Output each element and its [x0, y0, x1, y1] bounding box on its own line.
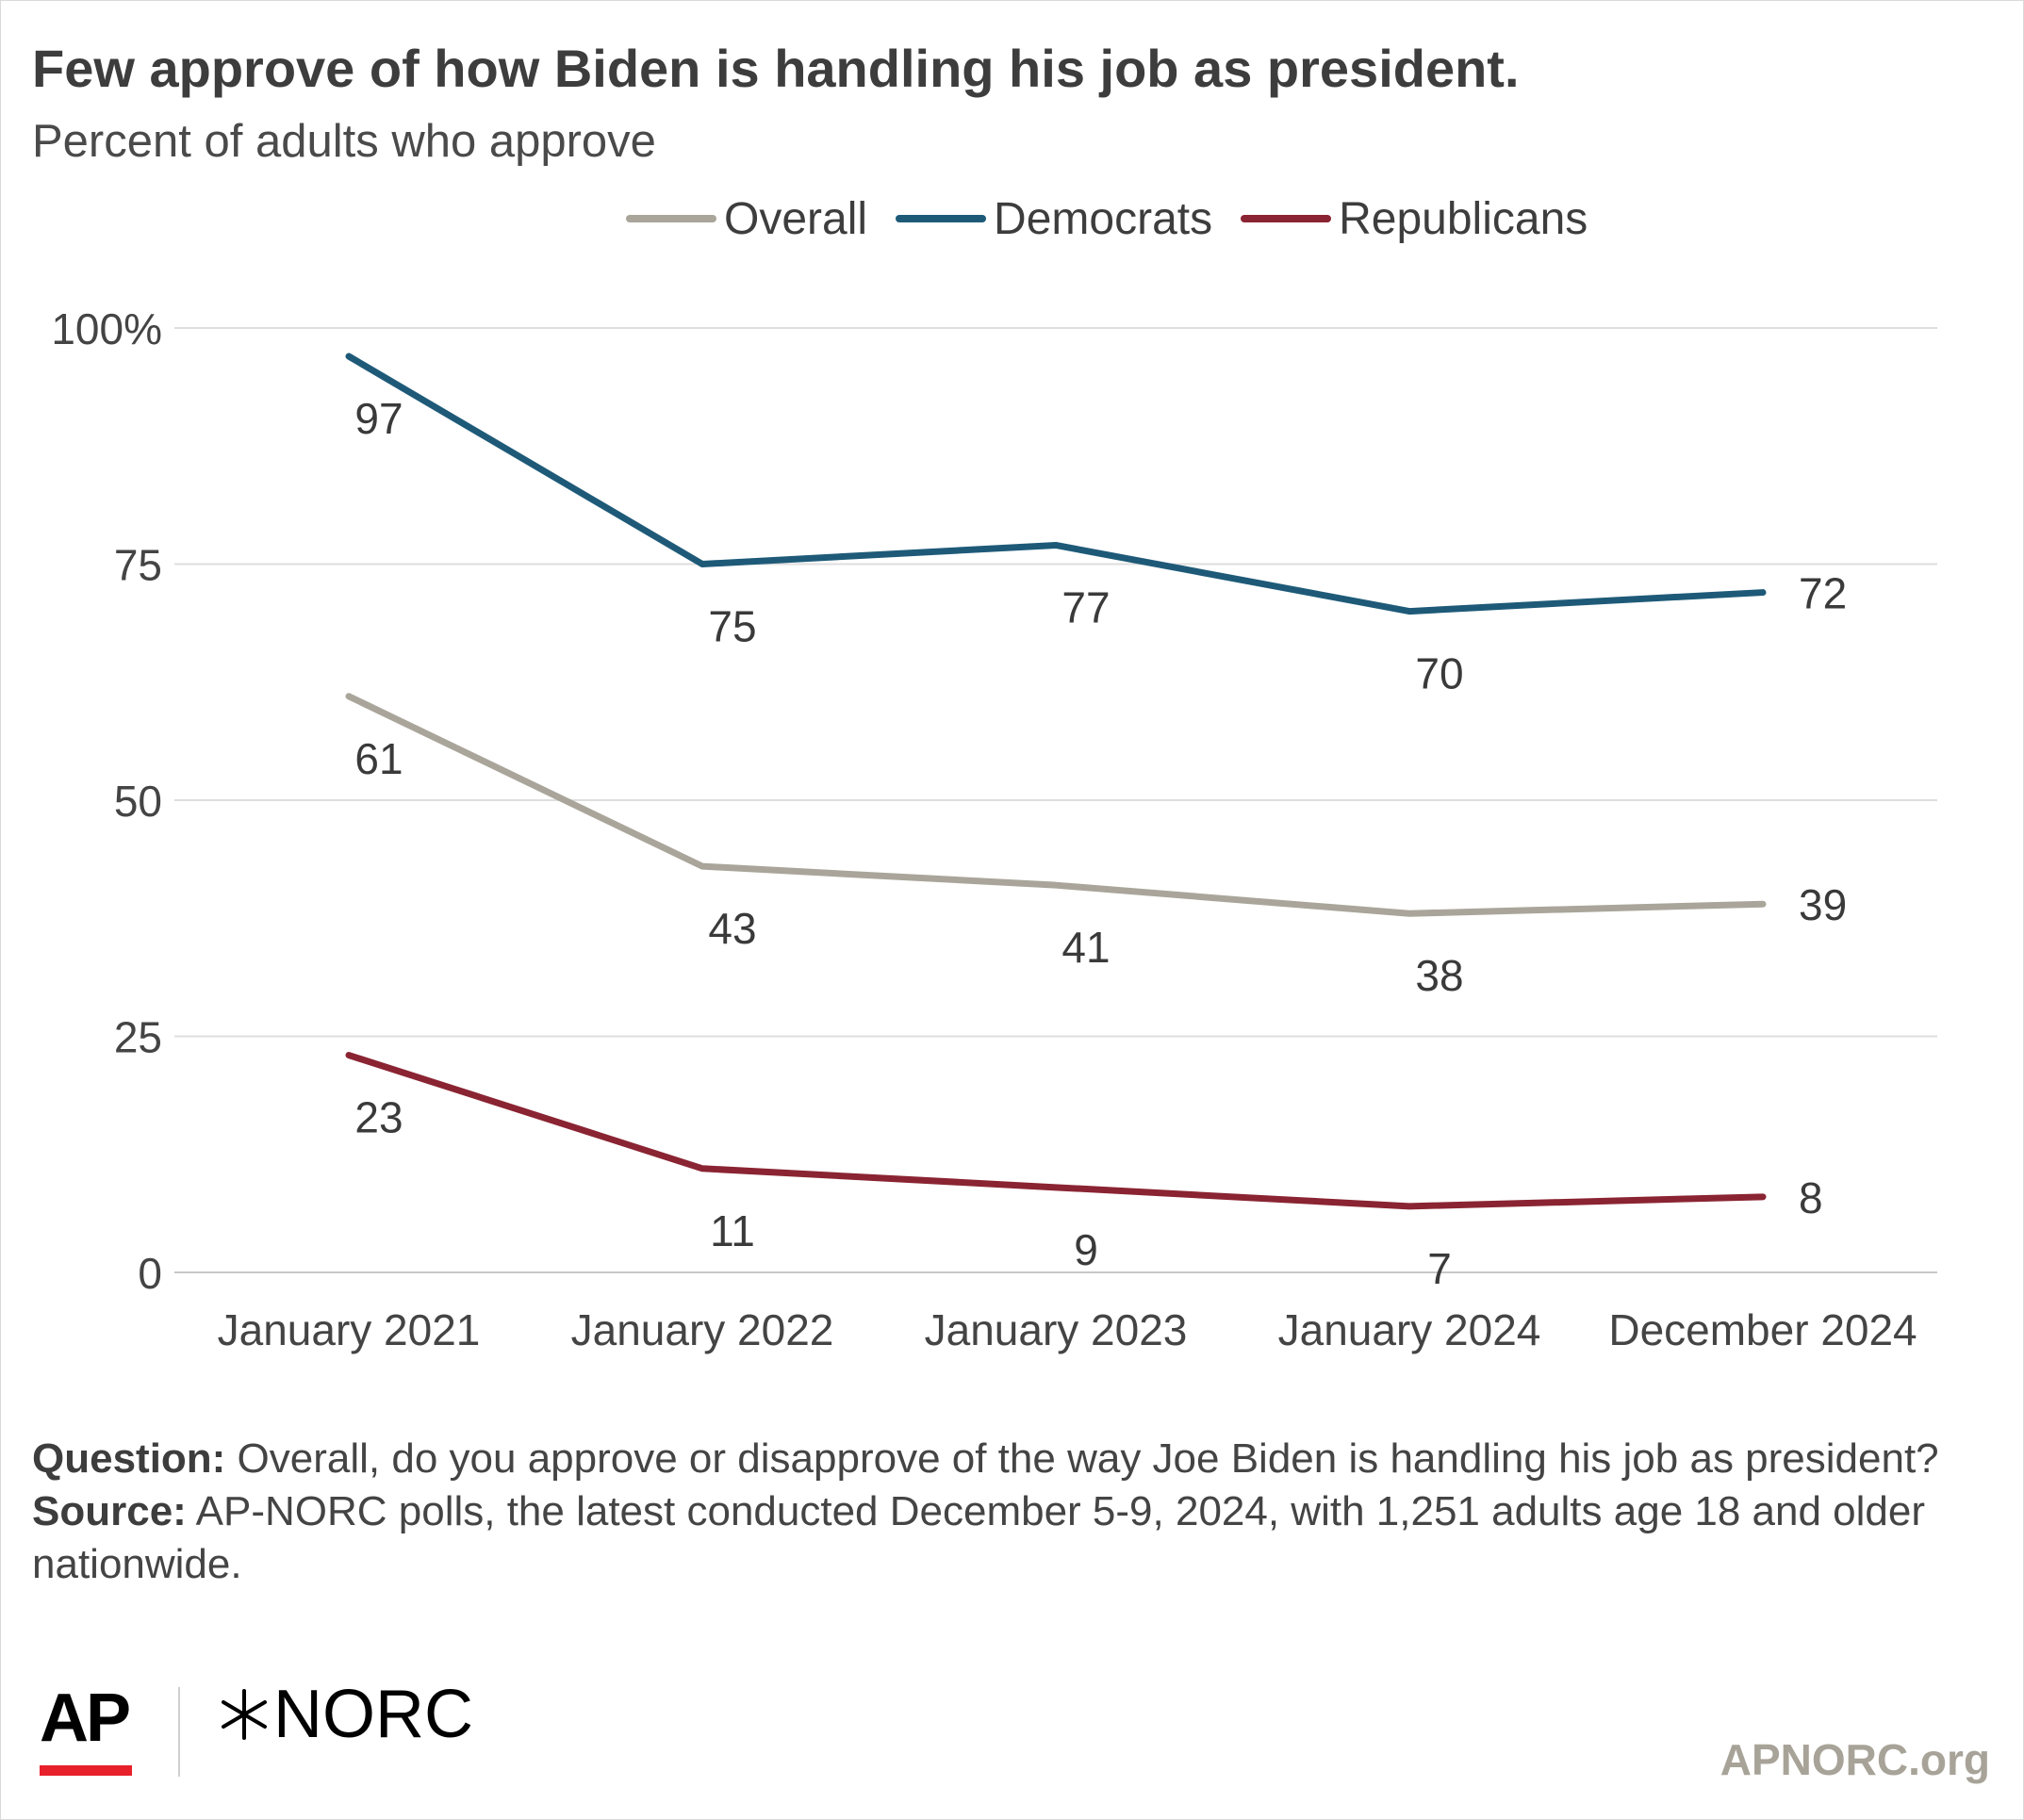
data-label-overall: 61 — [354, 734, 403, 783]
y-tick-label: 0 — [138, 1249, 162, 1298]
data-label-republicans: 8 — [1799, 1173, 1823, 1222]
question-note: Question: Overall, do you approve or dis… — [32, 1433, 1955, 1485]
legend-label-democrats: Democrats — [994, 193, 1213, 244]
chart-subtitle: Percent of adults who approve — [32, 116, 656, 167]
data-label-democrats: 72 — [1799, 569, 1847, 618]
source-note: Source: AP-NORC polls, the latest conduc… — [32, 1485, 1955, 1591]
x-tick-label: January 2024 — [1278, 1305, 1541, 1354]
line-chart: 0 25 50 75 100% January 2021 January 2022 Janua… — [51, 304, 1937, 1354]
website-label: APNORC.org — [1720, 1735, 1990, 1784]
legend-item-overall: Overall — [626, 193, 867, 245]
legend-label-overall: Overall — [724, 193, 868, 244]
legend-item-democrats: Democrats — [896, 193, 1212, 245]
legend-swatch-democrats — [896, 215, 987, 222]
source-text: AP-NORC polls, the latest conducted Dece… — [32, 1488, 1926, 1587]
data-label-overall: 38 — [1415, 951, 1463, 1000]
data-label-republicans: 11 — [710, 1206, 755, 1255]
series-line-overall — [345, 693, 1767, 917]
source-label: Source: — [32, 1488, 187, 1534]
ap-logo: AP — [40, 1681, 131, 1756]
norc-logo: NORC — [217, 1676, 473, 1753]
data-label-overall: 39 — [1799, 880, 1847, 929]
question-text: Overall, do you approve or disapprove of… — [225, 1435, 1939, 1482]
question-label: Question: — [32, 1435, 226, 1482]
legend-label-republicans: Republicans — [1339, 193, 1588, 244]
legend-swatch-republicans — [1241, 215, 1332, 222]
chart-notes: Question: Overall, do you approve or dis… — [32, 1433, 1955, 1591]
legend-swatch-overall — [626, 215, 716, 222]
x-tick-label: January 2021 — [218, 1305, 481, 1354]
data-label-democrats: 97 — [354, 394, 403, 443]
norc-logo-text: NORC — [273, 1677, 473, 1752]
data-label-democrats: 70 — [1415, 649, 1463, 698]
y-tick-label: 100% — [51, 304, 162, 353]
data-label-republicans: 9 — [1074, 1225, 1098, 1274]
data-label-republicans: 23 — [354, 1093, 403, 1142]
data-label-democrats: 77 — [1061, 582, 1110, 631]
data-label-overall: 41 — [1061, 923, 1110, 972]
ap-logo-bar — [40, 1765, 132, 1776]
data-label-democrats: 75 — [708, 602, 756, 651]
y-tick-label: 50 — [114, 777, 162, 826]
chart-title: Few approve of how Biden is handling his… — [32, 39, 1520, 98]
norc-star-icon — [222, 1689, 267, 1740]
data-label-republicans: 7 — [1427, 1244, 1452, 1293]
x-tick-label: January 2023 — [925, 1305, 1188, 1354]
logo-divider — [178, 1687, 180, 1777]
series-line-republicans — [345, 1052, 1767, 1210]
legend: Overall Democrats Republicans — [626, 189, 1588, 249]
y-tick-label: 75 — [114, 541, 162, 590]
x-tick-label: January 2022 — [571, 1305, 834, 1354]
series-line-democrats — [345, 353, 1767, 615]
y-tick-label: 25 — [114, 1013, 162, 1062]
x-tick-label: December 2024 — [1608, 1305, 1917, 1354]
legend-item-republicans: Republicans — [1241, 193, 1588, 245]
data-label-overall: 43 — [708, 904, 756, 953]
